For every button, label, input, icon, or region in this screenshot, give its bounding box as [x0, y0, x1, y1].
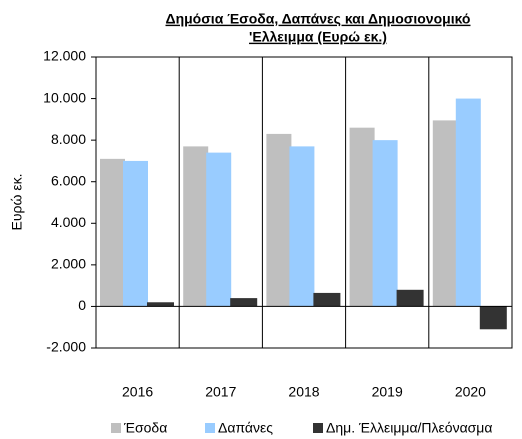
y-tick-label: 0 — [78, 297, 86, 313]
y-tick-label: 2.000 — [51, 256, 86, 272]
bar — [289, 146, 315, 307]
y-tick-label: 4.000 — [51, 214, 86, 230]
bar — [479, 306, 507, 330]
legend-swatch — [205, 423, 215, 433]
chart-title: Δημόσια Έσοδα, Δαπάνες και Δημοσιονομικό — [166, 11, 471, 27]
x-tick-label: 2020 — [455, 384, 486, 400]
legend-label: Δημ. Έλλειμμα/Πλεόνασμα — [326, 420, 492, 436]
y-tick-label: 10.000 — [43, 89, 86, 105]
plot-frame — [95, 56, 513, 349]
x-tick-label: 2019 — [372, 384, 403, 400]
bar — [230, 298, 258, 307]
bar — [183, 146, 209, 307]
x-tick-label: 2016 — [122, 384, 153, 400]
legend-label: Έσοδα — [123, 420, 167, 436]
bar — [313, 292, 341, 307]
y-tick-label: 6.000 — [51, 172, 86, 188]
legend-swatch — [313, 423, 323, 433]
bar — [432, 120, 458, 307]
x-tick-label: 2018 — [288, 384, 319, 400]
bar — [123, 160, 148, 307]
bar — [206, 152, 232, 307]
bar — [349, 127, 375, 307]
bar — [266, 133, 292, 307]
y-tick-label: -2.000 — [46, 339, 86, 355]
bar — [372, 140, 398, 307]
chart-title: 'Ελλειμμα (Ευρώ εκ.) — [249, 29, 387, 45]
bar — [396, 289, 424, 307]
x-tick-label: 2017 — [205, 384, 236, 400]
bar — [455, 98, 481, 307]
bar — [147, 302, 174, 307]
legend-label: Δαπάνες — [218, 420, 273, 436]
legend-swatch — [111, 423, 121, 433]
y-tick-label: 12.000 — [43, 48, 86, 64]
y-tick-label: 8.000 — [51, 131, 86, 147]
y-axis-label: Ευρώ εκ. — [9, 174, 25, 231]
bar — [100, 158, 125, 307]
